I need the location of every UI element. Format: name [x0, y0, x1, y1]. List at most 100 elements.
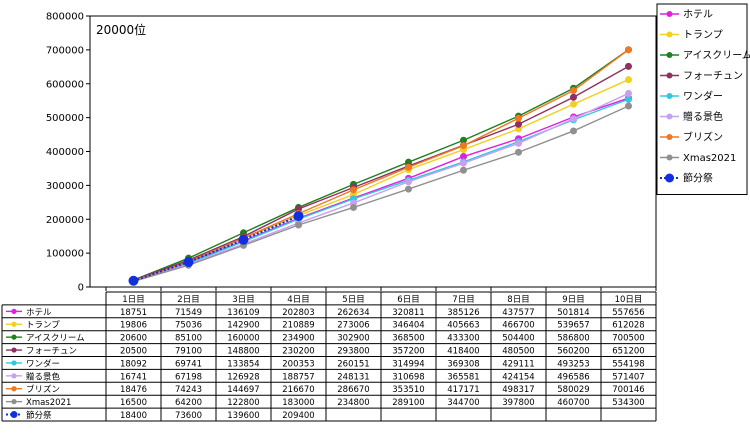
table-legend-marker: [10, 411, 18, 419]
data-point: [183, 257, 194, 268]
table-cell: 700500: [612, 334, 644, 344]
table-row-label: アイスクリーム: [26, 334, 85, 344]
table-legend-marker: [11, 321, 17, 327]
table-cell: 498317: [502, 385, 534, 395]
y-tick-label: 500000: [46, 113, 84, 124]
data-point: [293, 211, 304, 222]
table-cell: 700146: [612, 385, 644, 395]
data-point: [405, 178, 412, 186]
table-row-label: ホテル: [26, 308, 52, 318]
table-cell: 310698: [392, 372, 424, 382]
x-tick-label: 4日目: [287, 295, 309, 305]
data-point: [570, 127, 577, 135]
table-row-label: トランプ: [26, 321, 60, 331]
y-tick-label: 100000: [46, 249, 84, 260]
data-point: [350, 203, 357, 211]
x-tick-label: 3日目: [232, 295, 254, 305]
y-tick-label: 400000: [46, 147, 84, 158]
table-cell: 504400: [502, 334, 534, 344]
data-point: [350, 186, 357, 194]
data-point: [515, 120, 522, 128]
legend-label: アイスクリーム: [683, 50, 750, 62]
table-cell: 357200: [392, 347, 424, 357]
table-cell: 437577: [502, 308, 534, 318]
table-cell: 580029: [557, 385, 589, 395]
table-cell: 418400: [447, 347, 479, 357]
table-legend-marker: [11, 399, 17, 405]
table-legend-marker: [11, 386, 17, 392]
table-cell: 344700: [447, 398, 479, 408]
table-cell: 433300: [447, 334, 479, 344]
legend-marker: [666, 72, 673, 79]
data-point: [460, 166, 467, 174]
table-cell: 210889: [282, 321, 314, 331]
data-point: [625, 62, 632, 70]
table-cell: 234800: [337, 398, 369, 408]
data-point: [625, 89, 632, 97]
x-tick-label: 8日目: [507, 295, 529, 305]
data-point: [625, 76, 632, 84]
table-cell: 148800: [227, 347, 259, 357]
table-cell: 71549: [175, 308, 202, 318]
table-cell: 586800: [557, 334, 589, 344]
y-tick-label: 600000: [46, 79, 84, 90]
data-point: [625, 95, 632, 103]
table-legend-marker: [11, 347, 17, 353]
table-cell: 289100: [392, 398, 424, 408]
y-tick-label: 800000: [46, 12, 84, 23]
table-cell: 73600: [175, 411, 202, 421]
table-cell: 67198: [175, 372, 202, 382]
table-row-label: 贈る景色: [26, 371, 61, 382]
table-cell: 18751: [120, 308, 147, 318]
data-point: [515, 139, 522, 147]
table-cell: 405663: [447, 321, 479, 331]
table-cell: 200353: [282, 359, 314, 369]
legend-marker: [666, 31, 673, 38]
table-row-label: ワンダー: [26, 358, 60, 369]
table-cell: 144697: [227, 385, 259, 395]
legend-marker: [666, 52, 673, 58]
table-cell: 79100: [175, 347, 202, 357]
table-cell: 460700: [557, 398, 589, 408]
legend-label: 贈る景色: [683, 110, 723, 123]
table-cell: 20600: [120, 334, 147, 344]
table-cell: 248131: [337, 372, 369, 382]
table-cell: 18400: [120, 411, 147, 421]
legend-marker: [666, 11, 673, 17]
data-point: [460, 159, 467, 167]
data-point: [570, 93, 577, 101]
table-cell: 142900: [227, 321, 259, 331]
table-cell: 188757: [282, 372, 314, 382]
table-cell: 234900: [282, 334, 314, 344]
legend-marker: [666, 134, 673, 140]
legend-marker: [665, 173, 674, 183]
series-line: [133, 92, 629, 282]
table-cell: 286670: [337, 385, 369, 395]
table-cell: 74243: [175, 385, 202, 395]
table-cell: 126928: [227, 372, 259, 382]
table-cell: 202803: [282, 308, 314, 318]
data-point: [295, 221, 302, 229]
table-cell: 385126: [447, 308, 479, 318]
table-cell: 293800: [337, 347, 369, 357]
table-cell: 539657: [557, 321, 589, 331]
table-cell: 136109: [227, 308, 259, 318]
table-row-label: ブリズン: [26, 384, 60, 395]
chart-annotation: 20000位: [96, 22, 146, 37]
data-point: [460, 142, 467, 150]
data-point: [625, 46, 632, 54]
table-cell: 417171: [447, 385, 479, 395]
legend-label: ブリズン: [683, 131, 723, 144]
plot-area: 0 100000 200000 300000 400000 500000 600000 700…: [46, 12, 657, 294]
table-cell: 230200: [282, 347, 314, 357]
table-cell: 501814: [557, 308, 589, 318]
table-cell: 571407: [612, 372, 644, 382]
table-cell: 160000: [227, 334, 259, 344]
data-point: [570, 115, 577, 123]
data-point: [515, 148, 522, 156]
table-cell: 262634: [337, 308, 369, 318]
table-cell: 320811: [392, 308, 424, 318]
data-point: [405, 163, 412, 171]
table-cell: 302900: [337, 334, 369, 344]
